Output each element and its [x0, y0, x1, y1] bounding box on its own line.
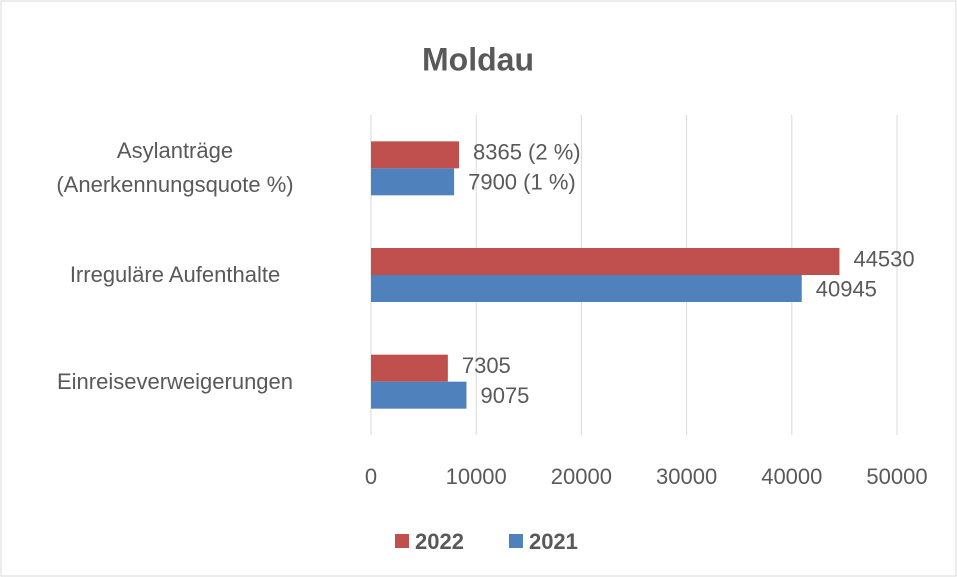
chart-title: Moldau	[422, 41, 534, 77]
bar	[371, 248, 840, 275]
x-tick-label: 50000	[866, 464, 927, 489]
bar	[371, 141, 459, 169]
y-tick-label: Einreiseverweigerungen	[56, 368, 294, 394]
data-label: 9075	[480, 383, 529, 408]
data-label: 40945	[816, 276, 877, 301]
x-tick-label: 10000	[446, 464, 507, 489]
x-tick-label: 40000	[761, 464, 822, 489]
bar	[371, 168, 455, 196]
legend-label: 2022	[415, 529, 464, 554]
data-label: 44530	[853, 246, 914, 271]
x-tick-label: 30000	[656, 464, 717, 489]
x-tick-label: 0	[365, 464, 377, 489]
bar	[371, 354, 448, 382]
y-tick-label: Irreguläre Aufenthalte	[69, 262, 281, 287]
legend-swatch	[395, 534, 409, 548]
legend-label: 2021	[529, 529, 578, 554]
y-tick-label: Asylanträge (Anerkennungsquote %)	[56, 138, 294, 198]
bar	[371, 381, 467, 409]
bar	[371, 275, 802, 302]
data-label: 8365 (2 %)	[473, 140, 581, 165]
x-tick-label: 20000	[551, 464, 612, 489]
data-label: 7305	[462, 353, 511, 378]
legend-swatch	[508, 534, 523, 548]
data-label: 7900 (1 %)	[468, 170, 576, 195]
